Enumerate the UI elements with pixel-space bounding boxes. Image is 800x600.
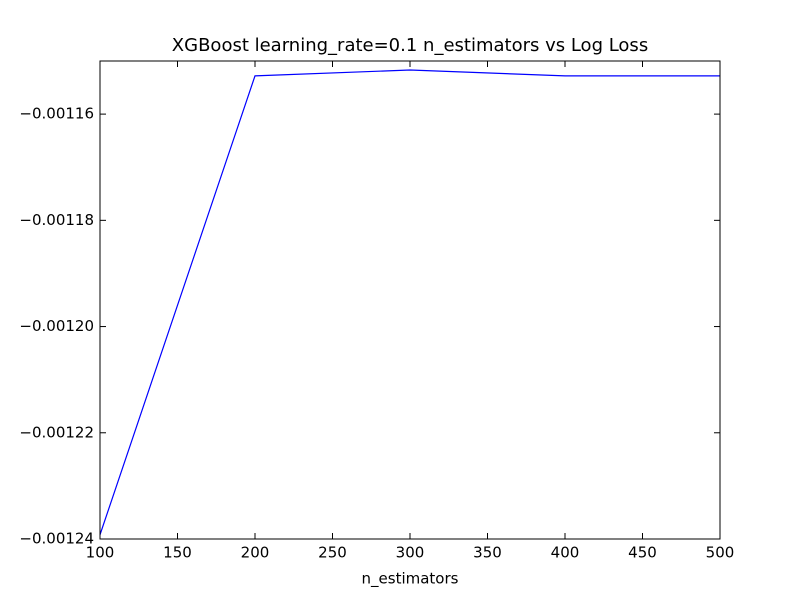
plot-frame [99,60,721,540]
chart-title: XGBoost learning_rate=0.1 n_estimators v… [172,35,648,56]
line-series [99,69,720,535]
x-tick-label: 450 [628,544,657,562]
y-tick-label: −0.00124 [19,530,94,548]
x-tick-label: 500 [706,544,735,562]
x-tick-label: 250 [318,544,347,562]
y-axis-label: Log Loss [0,260,1,325]
x-tick-label: 400 [551,544,580,562]
x-tick-label: 300 [396,544,425,562]
x-tick-label: 350 [473,544,502,562]
y-tick-label: −0.00120 [19,317,94,335]
x-tick-label: 150 [163,544,192,562]
y-tick-label: −0.00122 [19,423,94,441]
x-tick-label: 100 [86,544,115,562]
x-tick-label: 200 [241,544,270,562]
y-tick-label: −0.00116 [19,105,94,123]
y-tick-label: −0.00118 [19,211,94,229]
x-axis-label: n_estimators [362,570,459,589]
